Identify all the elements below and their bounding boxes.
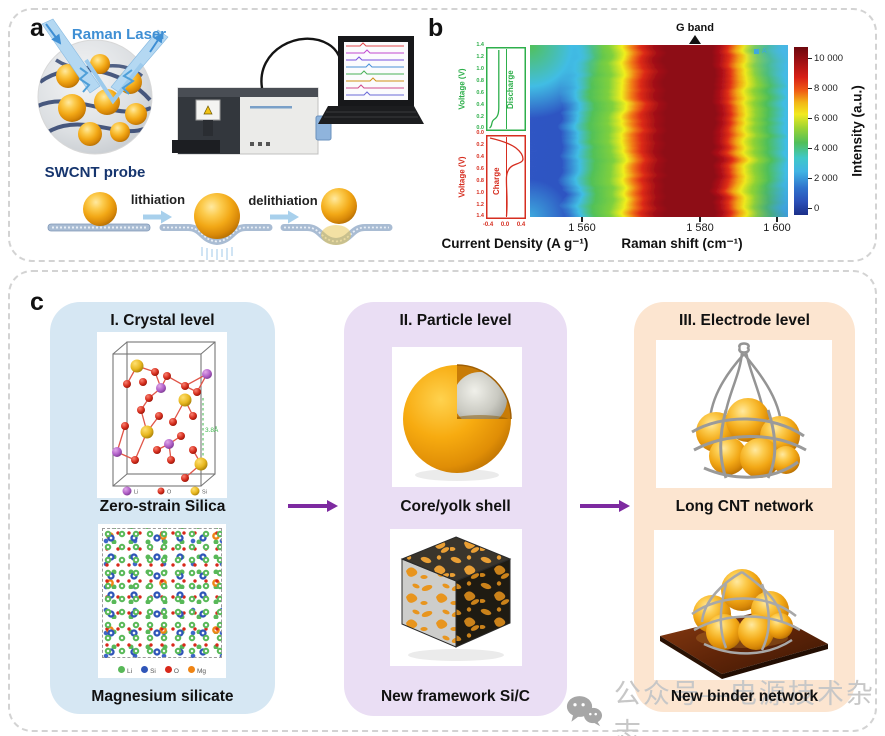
binder-strands [691,570,801,655]
magnesium-silicate-caption: Magnesium silicate [91,688,234,705]
intensity-axis-label: Intensity (a.u.) [849,85,865,177]
x-tickmark [699,217,701,222]
cb-tickmark [808,58,812,60]
colorbar-tick: 6 000 [814,113,838,124]
lithiation-label: lithiation [130,192,186,207]
zero-strain-silica-caption: Zero-strain Silica [99,498,226,515]
panel-a-label: a [30,14,44,42]
cd-tick: 0.0 [500,222,510,228]
si-sphere-pristine [83,192,117,226]
g-band-label: G band [676,22,714,34]
raman-xtick: 1 580 [686,222,714,234]
voltage-axis-label-discharge: Voltage (V) [457,68,467,110]
delithiation-arrow [288,210,299,224]
framework-sic-caption: New framework Si/C [380,688,531,705]
lattice-distance-label: 3.8Å [205,425,219,434]
legend-series-label: A [762,48,767,55]
raman-xtick: 1 600 [763,222,791,234]
binder-network-image [654,530,834,680]
magnesium-silicate-image: Li Si O Mg [98,524,226,678]
wechat-icon [566,696,603,727]
g-band-marker-icon [689,35,701,44]
cb-tickmark [808,178,812,180]
zero-strain-silica-image: 3.8Å [97,332,227,498]
li-atoms [112,369,212,457]
swcnt-probe-label: SWCNT probe [44,164,146,181]
colorbar-tick: 4 000 [814,143,838,154]
cb-tickmark [808,148,812,150]
cb-tickmark [808,208,812,210]
cnt-network-image [656,340,832,488]
cnt-network-caption: Long CNT network [675,498,814,515]
electrode-level-title: III. Electrode level [679,312,810,329]
x-tickmark [776,217,778,222]
cd-tick: 0.4 [516,222,526,228]
li-flux-lines [201,247,233,260]
svg-text:Li: Li [134,490,138,496]
crystal-legend: Li O Si [122,486,207,496]
cube-right-face [456,559,510,647]
cb-tickmark [808,88,812,90]
delithiation-label: delithiation [248,193,318,208]
laser-beams [41,18,169,105]
colorbar-tick: 8 000 [814,83,838,94]
lithiation-arrow [161,210,172,224]
svg-text:Si: Si [202,490,207,496]
panel-c-label: c [30,288,44,316]
colorbar-tick: 2 000 [814,173,838,184]
si-sphere-delithiated [321,188,357,224]
cube-left-face [402,559,456,647]
si-sphere-lithiated [194,193,240,239]
core-yolk-shell-image [392,347,522,487]
bottom-panel: c I. Crystal level [8,270,877,736]
cnt-strands-front [691,409,807,479]
raman-laser-label: Raman Laser [71,26,167,43]
particle-level-box: II. Particle level [344,302,567,716]
silicate-legend: Li Si O Mg [98,666,226,675]
arrow-crystal-to-particle [288,500,338,511]
panel-a-illustration [37,18,424,260]
lithiation-sequence [47,188,393,260]
current-density-axis-label: Current Density (A g⁻¹) [441,236,589,251]
charge-curve-plot: Charge [486,135,526,219]
raman-xtick: 1 560 [568,222,596,234]
amorphous-atoms-texture [102,528,222,658]
voltage-axis-label-charge: Voltage (V) [457,156,467,198]
raman-heatmap [530,45,788,217]
electrode-level-box: III. Electrode level [634,302,855,712]
panel-b-label: b [428,14,444,42]
raman-spectrometer [172,87,332,155]
core-yolk-shell-caption: Core/yolk shell [400,498,511,515]
x-tickmark [581,217,583,222]
binder-network-caption: New binder network [670,688,819,705]
colorbar-tick: 10 000 [814,53,844,64]
raman-shift-axis-label: Raman shift (cm⁻¹) [621,236,743,251]
si-atoms [130,359,208,471]
heatmap-legend: A [754,48,767,55]
watermark-text: 公众号—电源技术杂志 [613,679,875,736]
crystal-level-title: I. Crystal level [110,312,215,329]
cb-tickmark [808,118,812,120]
arrow-particle-to-electrode [580,500,630,511]
watermark: 公众号—电源技术杂志 [566,672,875,736]
crystal-level-box: I. Crystal level [50,302,275,714]
colorbar-tick: 0 [814,203,820,214]
laptop [260,36,424,124]
framework-sic-image [390,529,522,666]
legend-square-icon [754,49,759,54]
intensity-colorbar [794,47,808,215]
charge-label: Charge [492,167,501,195]
cd-tick: -0.4 [482,222,494,228]
particle-level-title: II. Particle level [399,312,512,329]
discharge-label: Discharge [506,70,515,109]
svg-text:O: O [167,490,172,496]
top-panel: a Raman Laser SWCNT probe lithiation del… [8,8,877,262]
oxygen-atoms [121,368,201,482]
charge-yticks: 0.0 0.2 0.4 0.6 0.8 1.0 1.2 1.4 [476,130,484,220]
discharge-curve-plot: Discharge [486,47,526,131]
unit-cell-frame [112,341,216,487]
discharge-yticks: 1.4 1.2 1.0 0.8 0.6 0.4 0.2 0.0 [476,42,484,132]
swcnt-inset [37,39,153,155]
